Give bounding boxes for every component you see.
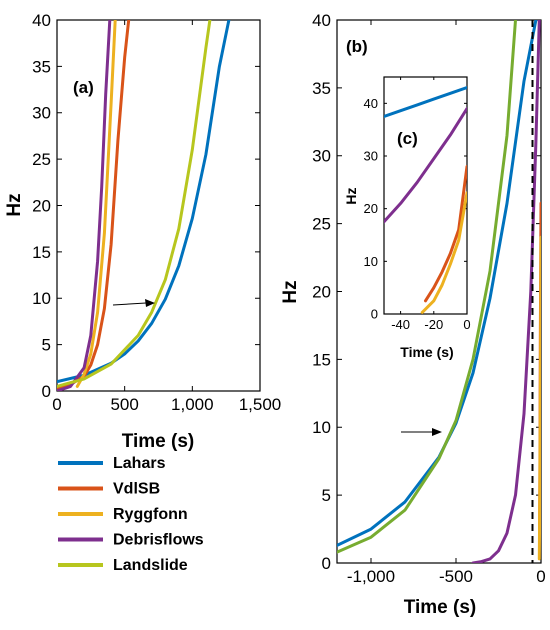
panel-c-series-vdlsb (424, 165, 467, 303)
panel-b-ytick-label: 10 (312, 418, 331, 437)
panel-a-ytick-label: 10 (32, 289, 51, 308)
panel-b-ylabel: Hz (280, 280, 301, 303)
panel-c-ticks: -40 -20 0 0 10 20 30 40 (364, 77, 471, 332)
panel-a-arrow (112, 299, 155, 307)
panel-b-ytick-label: 30 (312, 147, 331, 166)
legend-label-lahars: Lahars (113, 455, 166, 472)
panel-b-series-landslide (337, 20, 517, 554)
panel-c-ytick-label: 10 (364, 254, 378, 269)
panel-a-series-landslide (57, 20, 212, 388)
panel-b-ytick-label: 35 (312, 79, 331, 98)
panel-a-xtick-label: 500 (110, 395, 138, 414)
panel-a-frame (56, 19, 261, 392)
panel-c-series (384, 86, 467, 314)
panel-a-ytick-label: 35 (32, 57, 51, 76)
panel-a-label: (a) (73, 78, 94, 97)
panel-c-ylabel: Hz (343, 187, 359, 204)
panel-b-ytick-label: 20 (312, 282, 331, 301)
panel-b-xtick-label: 0 (536, 567, 545, 586)
panel-b-ytick-label: 15 (312, 350, 331, 369)
panel-a-ytick-label: 0 (42, 382, 51, 401)
panel-b-ytick-label: 25 (312, 215, 331, 234)
panel-b-xlabel: Time (s) (404, 597, 477, 618)
panel-c-ytick-label: 0 (371, 307, 378, 322)
panel-c-xtick-label: -20 (424, 317, 443, 332)
panel-c-series-debrisflows (384, 107, 467, 224)
panel-a-series-ryggfonn (75, 20, 117, 388)
panel-a-ytick-label: 5 (42, 336, 51, 355)
panel-b-ticks: -1,000 -500 0 0 5 10 15 20 25 30 35 40 (312, 11, 546, 586)
panel-b-xtick-label: -1,000 (347, 567, 395, 586)
panel-b-arrow (401, 428, 442, 436)
panel-c-ytick-label: 20 (364, 201, 378, 216)
panel-b-xtick-label: -500 (439, 567, 473, 586)
panel-c-series-lahars (384, 86, 467, 118)
panel-a-ticks: 0 500 1,000 1,500 0 5 10 15 20 25 30 35 40 (32, 11, 281, 414)
legend-label-landslide: Landslide (113, 557, 188, 574)
panel-c-label: (c) (397, 129, 418, 148)
panel-a-xtick-label: 0 (52, 395, 61, 414)
panel-b-label: (b) (346, 37, 368, 56)
panel-c-frame (383, 76, 468, 315)
panel-c-xtick-label: -40 (391, 317, 410, 332)
legend-label-debrisflows: Debrisflows (113, 532, 204, 549)
panel-c-ytick-label: 30 (364, 149, 378, 164)
panel-b-ytick-label: 5 (322, 486, 331, 505)
panel-a-xlabel: Time (s) (122, 431, 195, 452)
panel-c-xlabel: Time (s) (400, 344, 453, 360)
panel-b-series-lahars (337, 20, 538, 547)
panel-c-series-ryggfonn (420, 191, 467, 314)
panel-a-ylabel: Hz (4, 193, 25, 216)
panel-b-ytick-label: 0 (322, 554, 331, 573)
panel-a-xtick-label: 1,000 (171, 395, 214, 414)
panel-b-ytick-label: 40 (312, 11, 331, 30)
panel-a-xtick-label: 1,500 (239, 395, 282, 414)
panel-a-ytick-label: 25 (32, 150, 51, 169)
panel-b-series-ryggfonn (537, 235, 541, 561)
panel-a-series (57, 20, 231, 391)
legend: Lahars VdlSB Ryggfonn Debrisflows Landslide (58, 455, 204, 574)
panel-c-inset: -40 -20 0 0 10 20 30 40 (c) Time (s) Hz (343, 76, 471, 360)
panel-c-ytick-label: 40 (364, 96, 378, 111)
legend-label-vdlsb: VdlSB (113, 481, 160, 498)
panel-a-ytick-label: 40 (32, 11, 51, 30)
panel-a-ytick-label: 30 (32, 104, 51, 123)
panel-c-xtick-label: 0 (463, 317, 470, 332)
panel-a-ytick-label: 15 (32, 243, 51, 262)
panel-a: 0 500 1,000 1,500 0 5 10 15 20 25 30 35 40 (a) Time … (4, 11, 281, 452)
panel-a-ytick-label: 20 (32, 196, 51, 215)
legend-label-ryggfonn: Ryggfonn (113, 506, 188, 523)
